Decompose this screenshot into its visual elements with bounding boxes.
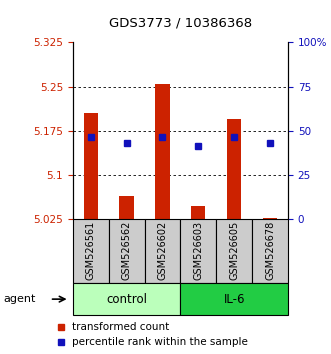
Text: GSM526678: GSM526678 — [265, 221, 275, 280]
Text: agent: agent — [3, 294, 36, 304]
Text: GSM526562: GSM526562 — [121, 221, 132, 280]
Bar — [145, 219, 180, 283]
Bar — [227, 119, 241, 219]
Text: control: control — [106, 293, 147, 306]
Text: GSM526561: GSM526561 — [86, 221, 96, 280]
Bar — [109, 219, 145, 283]
Bar — [252, 219, 288, 283]
Bar — [263, 218, 277, 219]
Text: GDS3773 / 10386368: GDS3773 / 10386368 — [109, 17, 252, 29]
Bar — [216, 219, 252, 283]
Bar — [191, 206, 206, 219]
Text: IL-6: IL-6 — [223, 293, 245, 306]
Text: transformed count: transformed count — [72, 321, 170, 332]
Text: GSM526602: GSM526602 — [158, 221, 167, 280]
Bar — [180, 219, 216, 283]
Text: GSM526603: GSM526603 — [193, 221, 203, 280]
Bar — [155, 84, 169, 219]
Bar — [180, 283, 288, 315]
Bar — [73, 219, 109, 283]
Text: GSM526605: GSM526605 — [229, 221, 239, 280]
Bar — [119, 196, 134, 219]
Bar — [73, 283, 180, 315]
Text: percentile rank within the sample: percentile rank within the sample — [72, 337, 248, 348]
Bar — [83, 113, 98, 219]
